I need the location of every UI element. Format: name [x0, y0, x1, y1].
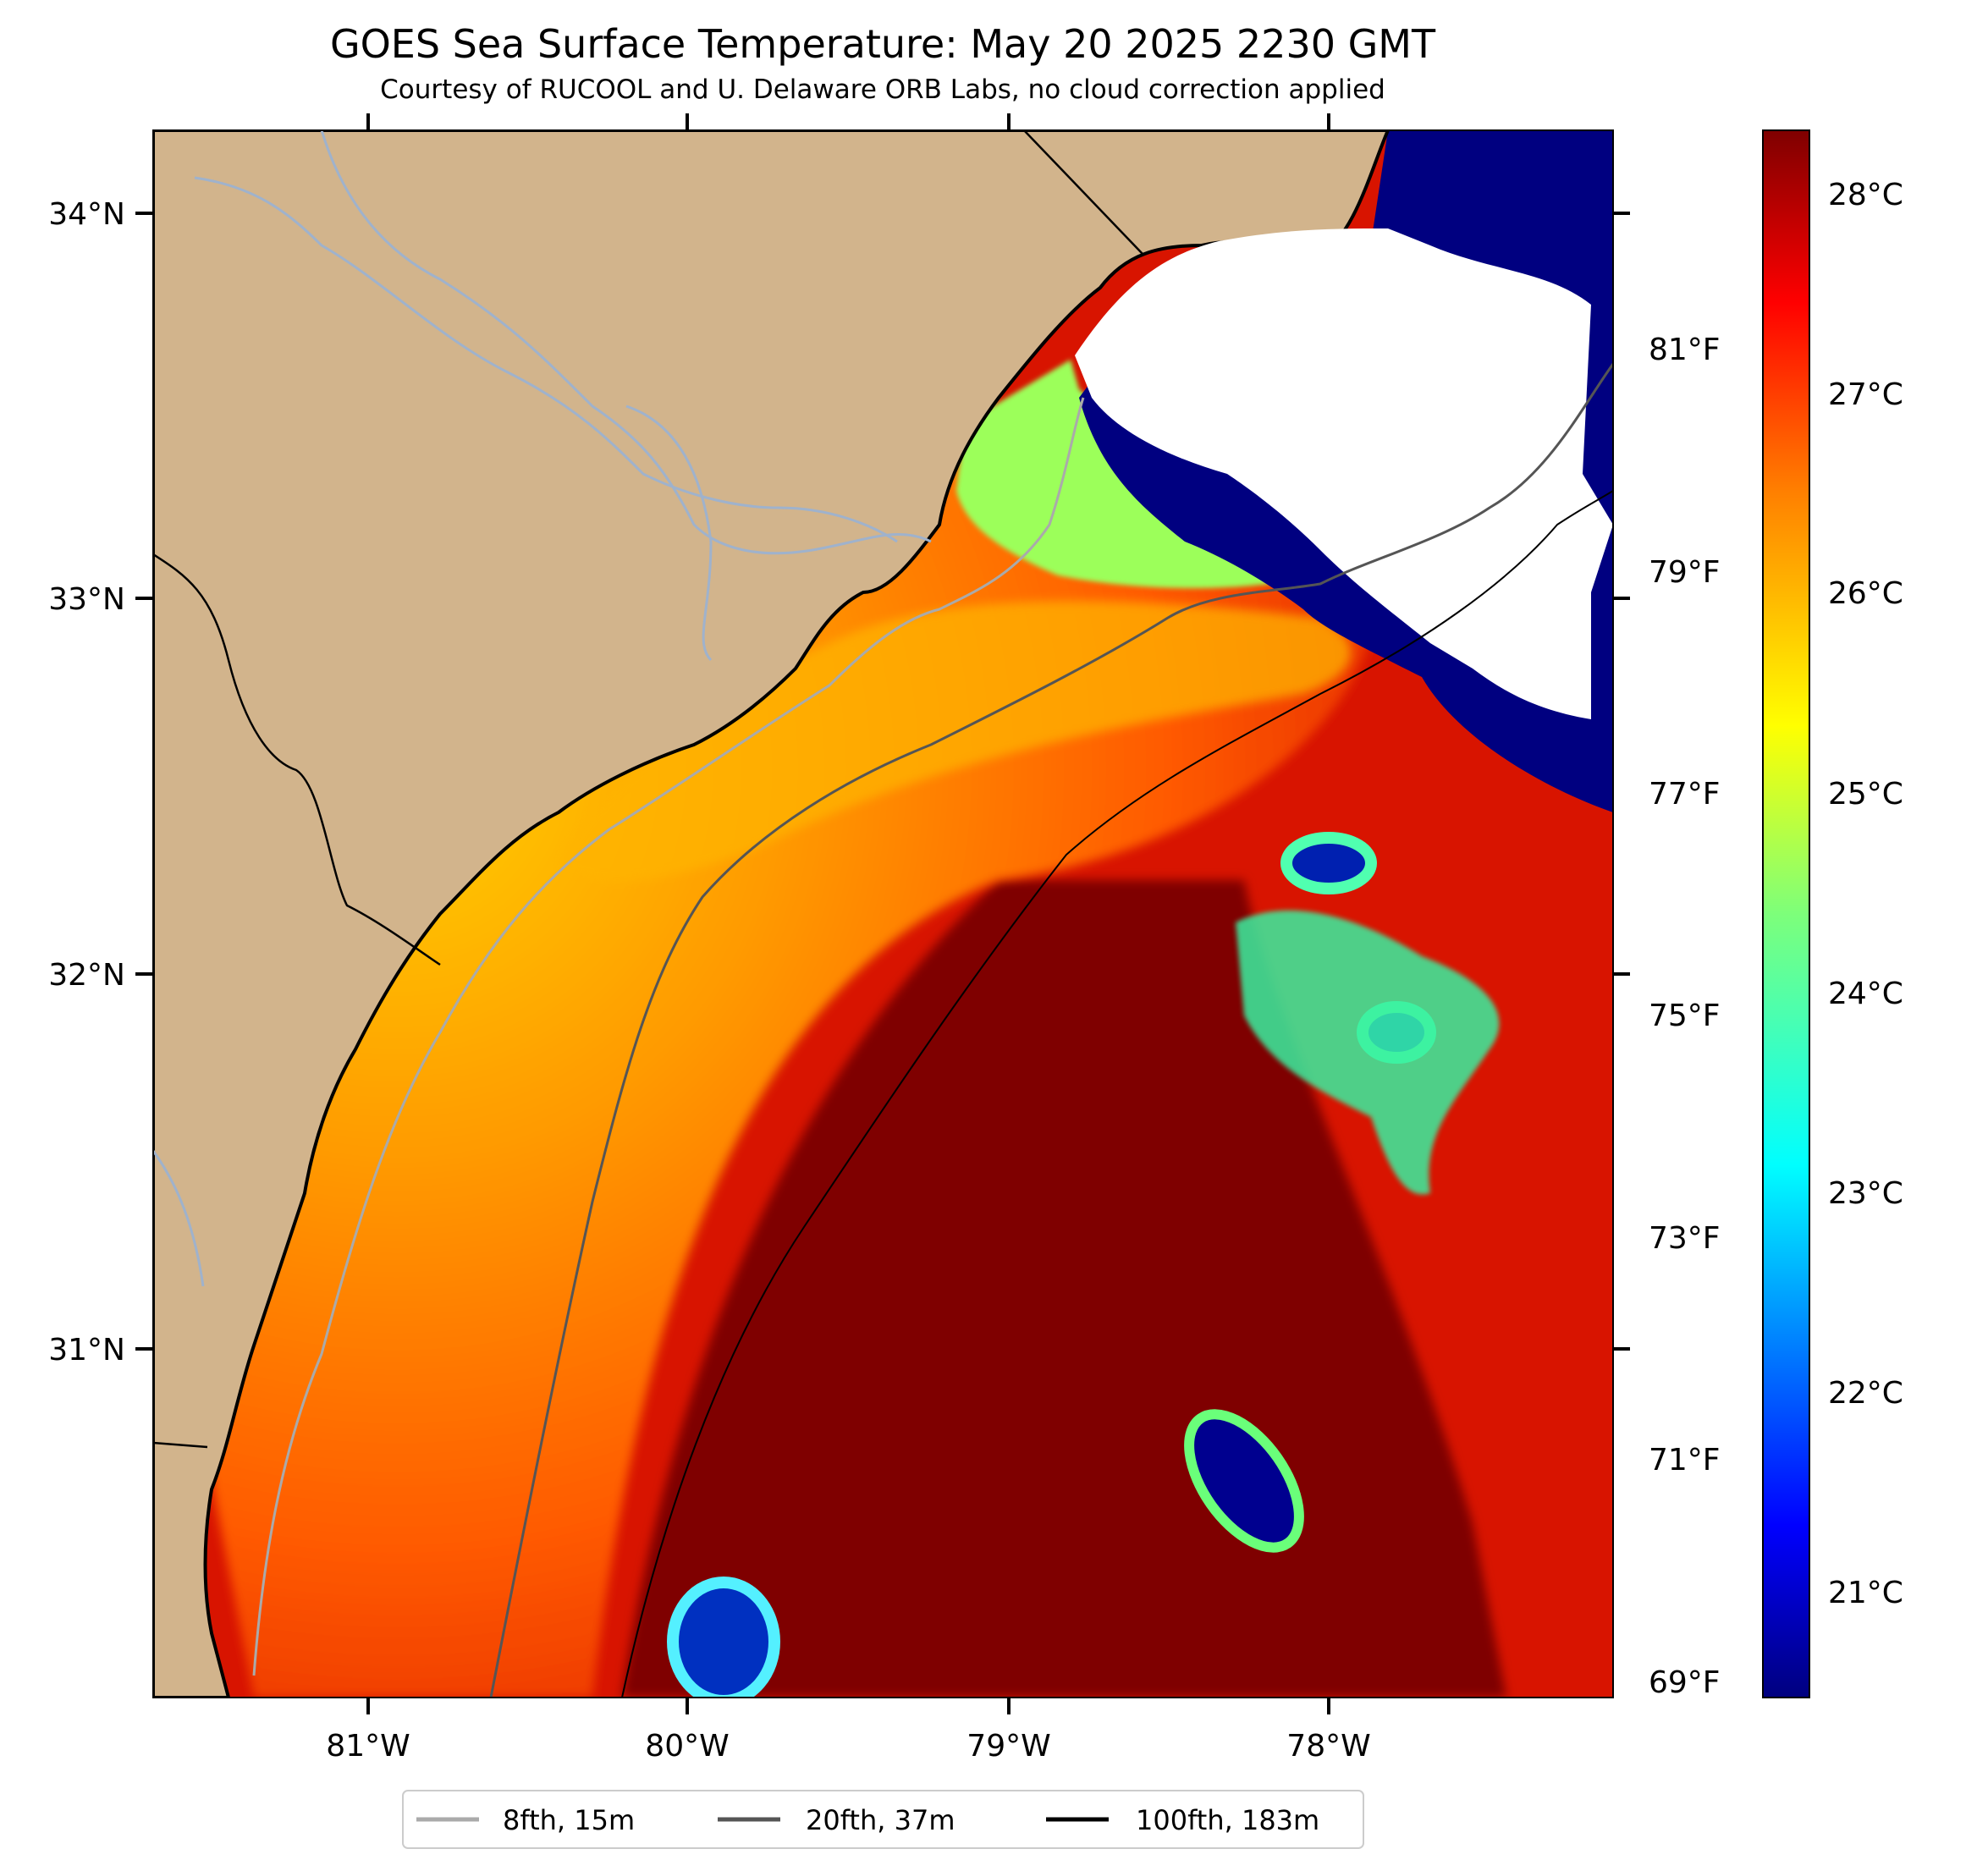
contour-20fth	[489, 363, 1613, 1698]
fahrenheit-label: 73°F	[1649, 1221, 1721, 1256]
lat-tick-label: 31°N	[48, 1333, 125, 1367]
cool-filament-3	[1236, 910, 1500, 1195]
legend-label: 20fth, 37m	[806, 1804, 955, 1836]
fahrenheit-label: 81°F	[1649, 333, 1721, 367]
river-edisto	[625, 404, 713, 662]
river-pee-dee	[320, 130, 932, 555]
state-boundary	[153, 553, 441, 966]
celsius-label: 22°C	[1828, 1376, 1903, 1411]
fahrenheit-axis: 81°F 79°F 77°F 75°F 73°F 71°F 69°F	[1649, 333, 1721, 1700]
lon-tick-label: 80°W	[645, 1729, 729, 1764]
fahrenheit-label: 75°F	[1649, 999, 1721, 1033]
contour-100fth	[621, 490, 1613, 1698]
state-boundary-north	[1023, 130, 1143, 255]
state-boundary-south	[153, 1441, 208, 1449]
celsius-label: 28°C	[1828, 178, 1903, 212]
fahrenheit-label: 71°F	[1649, 1443, 1721, 1478]
celsius-label: 26°C	[1828, 576, 1903, 611]
fahrenheit-label: 69°F	[1649, 1665, 1721, 1700]
lon-tick-label: 81°W	[326, 1729, 410, 1764]
nearshore-warm-band	[559, 601, 1352, 882]
river-santee	[194, 176, 898, 543]
lat-tick-label: 33°N	[48, 582, 125, 617]
celsius-label: 27°C	[1828, 377, 1903, 412]
lat-tick-label: 34°N	[48, 197, 125, 232]
lon-tick-label: 78°W	[1286, 1729, 1370, 1764]
lon-tick-label: 79°W	[966, 1729, 1050, 1764]
legend-label: 100fth, 183m	[1136, 1804, 1319, 1836]
legend-label: 8fth, 15m	[503, 1804, 635, 1836]
cold-eddy-southwest	[667, 1577, 780, 1698]
figure-subtitle: Courtesy of RUCOOL and U. Delaware ORB L…	[380, 74, 1385, 105]
celsius-axis: 28°C 27°C 26°C 25°C 24°C 23°C 22°C 21°C	[1828, 178, 1903, 1610]
latitude-axis: 34°N 33°N 32°N 31°N	[48, 197, 1630, 1367]
celsius-label: 25°C	[1828, 777, 1903, 812]
river-savannah	[153, 1150, 205, 1287]
land-mass	[153, 130, 1390, 1698]
fahrenheit-label: 79°F	[1649, 555, 1721, 590]
celsius-label: 23°C	[1828, 1176, 1903, 1211]
map-panel	[153, 130, 1613, 1698]
figure-title: GOES Sea Surface Temperature: May 20 202…	[330, 21, 1436, 67]
longitude-axis: 81°W 80°W 79°W 78°W	[326, 113, 1371, 1764]
cold-eddy-south	[1184, 1409, 1304, 1553]
cool-filament-1	[1280, 832, 1377, 894]
celsius-label: 24°C	[1828, 977, 1903, 1011]
contour-8fth	[252, 397, 1085, 1676]
celsius-label: 21°C	[1828, 1576, 1903, 1610]
fahrenheit-label: 77°F	[1649, 777, 1721, 812]
lat-tick-label: 32°N	[48, 958, 125, 993]
map-frame	[152, 129, 1614, 1698]
legend: 8fth, 15m 20fth, 37m 100fth, 183m	[402, 1790, 1364, 1849]
colorbar	[1762, 129, 1810, 1698]
